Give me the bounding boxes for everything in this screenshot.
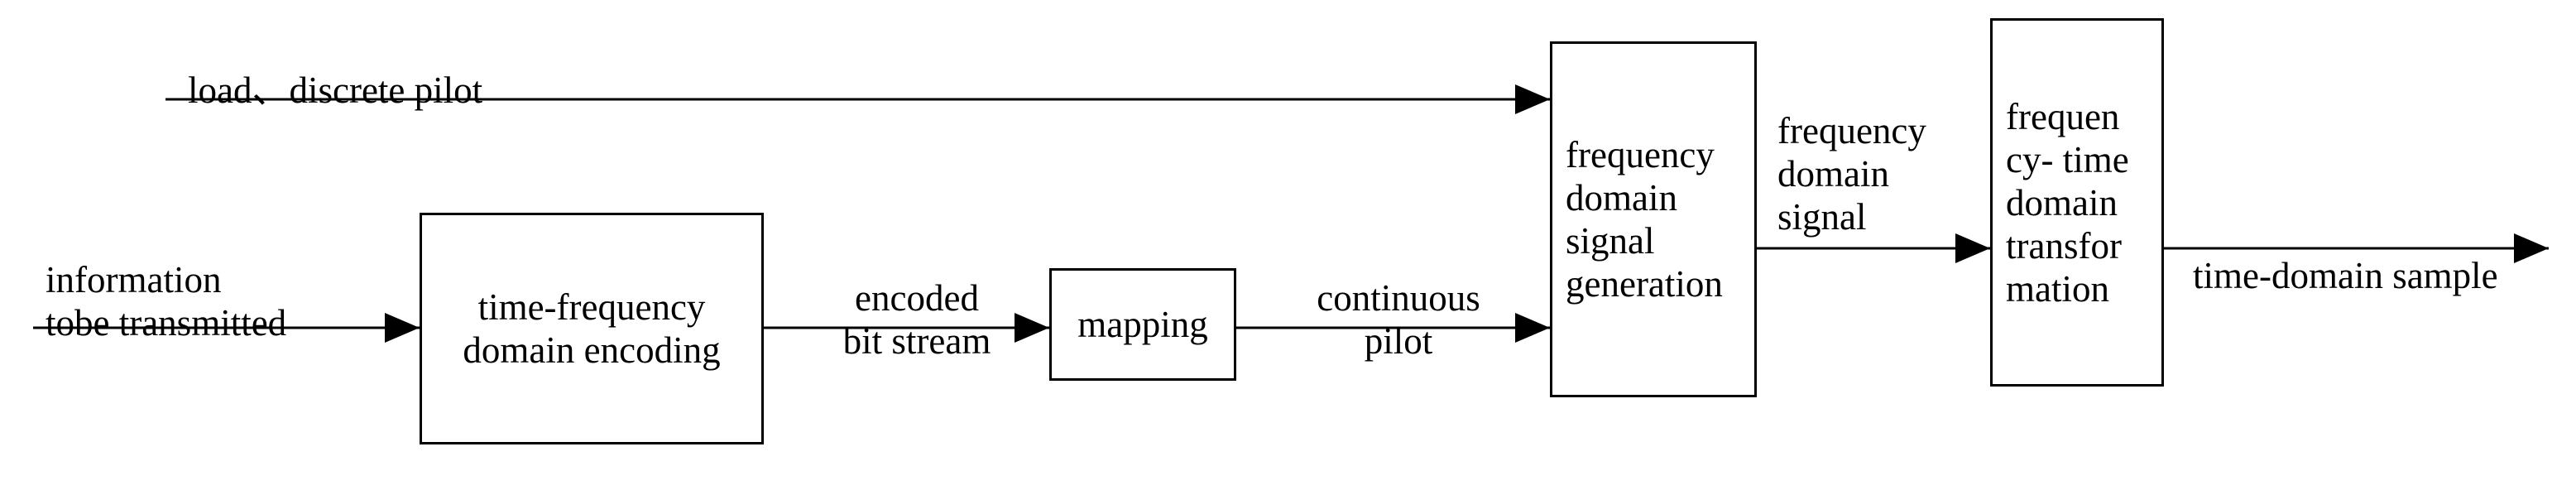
label-continuous-pilot: continuous pilot xyxy=(1274,233,1523,363)
node-generation-label: frequency domain signal generation xyxy=(1566,133,1748,305)
node-transform: frequen cy- time domain transfor mation xyxy=(1990,18,2164,387)
label-time-domain-sample: time-domain sample xyxy=(2193,211,2574,297)
node-mapping-label: mapping xyxy=(1077,303,1207,346)
node-transform-label: frequen cy- time domain transfor mation xyxy=(2006,95,2155,310)
label-info-input: information tobe transmitted xyxy=(46,215,401,344)
node-mapping: mapping xyxy=(1049,268,1236,381)
node-encoding-label: time-frequency domain encoding xyxy=(429,286,755,372)
node-generation: frequency domain signal generation xyxy=(1550,41,1757,397)
signal-flow-diagram: time-frequency domain encoding mapping f… xyxy=(0,0,2576,490)
label-top-input: load、discrete pilot xyxy=(188,17,651,113)
label-freq-domain-signal: frequency domain signal xyxy=(1777,66,1984,238)
node-encoding: time-frequency domain encoding xyxy=(420,213,764,444)
label-encoded-stream: encoded bit stream xyxy=(805,233,1029,363)
